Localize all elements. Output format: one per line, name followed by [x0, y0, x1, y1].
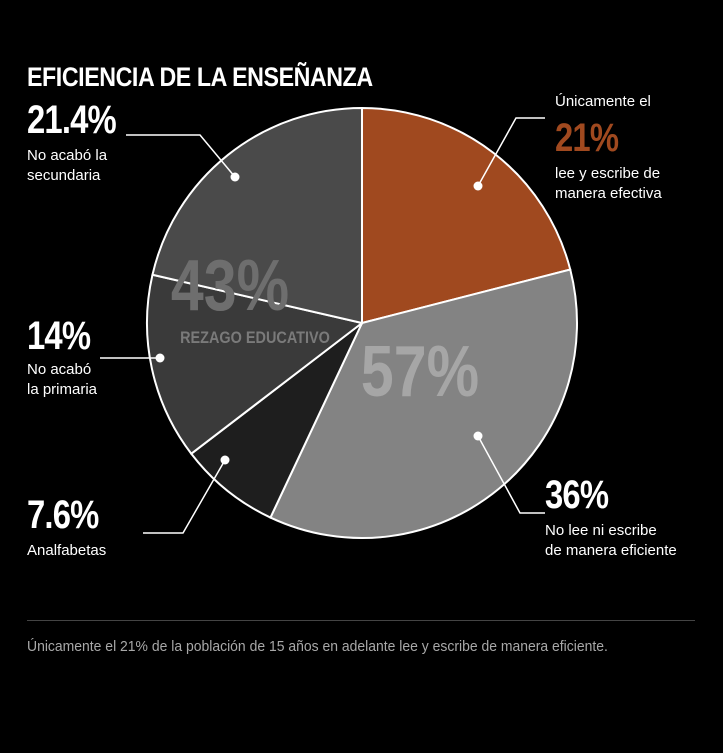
- rezago-text-label: REZAGO EDUCATIVO: [180, 329, 330, 347]
- leader-efectiva: [477, 117, 545, 187]
- callout-ineficiente: 36% No lee ni escribe de manera eficient…: [545, 475, 677, 561]
- callout-secundaria: 21.4% No acabó la secundaria: [27, 100, 135, 186]
- pie-slice-1: [269, 268, 578, 539]
- callout-ineficiente-pct: 36%: [545, 473, 609, 517]
- callout-efectiva-desc: lee y escribe de manera efectiva: [555, 165, 662, 202]
- callout-efectiva: Únicamente el 21% lee y escribe de maner…: [555, 92, 662, 204]
- footer-note: Únicamente el 21% de la población de 15 …: [27, 638, 608, 655]
- eficiente-pct-label: 57%: [361, 330, 479, 411]
- callout-primaria: 14% No acabó la primaria: [27, 316, 104, 400]
- callout-primaria-pct: 14%: [27, 314, 91, 358]
- footer-divider: [27, 620, 695, 621]
- callout-analfabetas-pct: 7.6%: [27, 493, 99, 537]
- callout-analfabetas-desc: Analfabetas: [27, 542, 107, 559]
- callout-secundaria-desc: No acabó la secundaria: [27, 147, 108, 184]
- pie-slice-2: [189, 322, 363, 519]
- callout-analfabetas: 7.6% Analfabetas: [27, 495, 114, 561]
- callout-efectiva-pct: 21%: [555, 116, 619, 160]
- leader-dot-ineficiente: [473, 431, 483, 441]
- callout-efectiva-pre: Únicamente el: [555, 93, 651, 110]
- leader-dot-analfabetas: [220, 455, 230, 465]
- callout-ineficiente-desc: No lee ni escribe de manera eficiente: [545, 522, 677, 559]
- leader-ineficiente: [477, 435, 545, 514]
- leader-dot-secundaria: [230, 172, 240, 182]
- leader-analfabetas: [143, 459, 226, 534]
- chart-title: EFICIENCIA DE LA ENSEÑANZA: [27, 62, 373, 92]
- leader-dot-primaria: [155, 353, 165, 363]
- pie-slice-4: [151, 106, 363, 325]
- leader-dot-efectiva: [473, 181, 483, 191]
- rezago-pct-label: 43%: [171, 244, 289, 325]
- pie-slice-0: [361, 106, 572, 325]
- callout-secundaria-pct: 21.4%: [27, 98, 117, 142]
- leader-secundaria: [126, 134, 236, 178]
- callout-primaria-desc: No acabó la primaria: [27, 361, 98, 398]
- pie-slice-3: [146, 273, 365, 456]
